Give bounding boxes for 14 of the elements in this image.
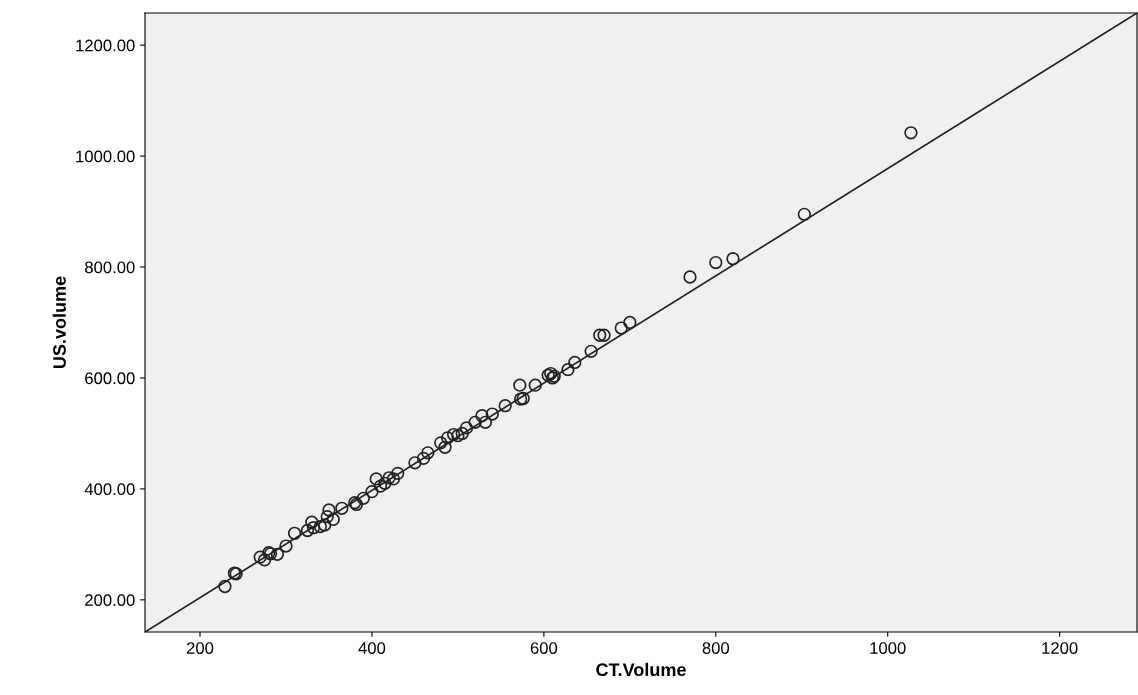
y-axis-title: US.volume [52, 276, 66, 369]
y-tick-label: 200.00 [85, 594, 135, 607]
y-tick-label: 600.00 [85, 372, 135, 385]
x-tick-label: 1200 [1042, 642, 1078, 654]
y-tick-label: 800.00 [85, 261, 135, 274]
x-tick-label: 400 [358, 642, 386, 654]
x-tick-label: 600 [530, 642, 558, 654]
x-axis-title: CT.Volume [596, 662, 686, 677]
y-tick-label: 400.00 [84, 483, 135, 496]
x-tick-label: 1000 [870, 642, 906, 654]
x-tick-label: 200 [186, 642, 214, 654]
x-tick-label: 800 [702, 642, 730, 654]
y-tick-label: 1200.00 [76, 39, 135, 52]
y-tick-label: 1000.00 [76, 150, 135, 163]
